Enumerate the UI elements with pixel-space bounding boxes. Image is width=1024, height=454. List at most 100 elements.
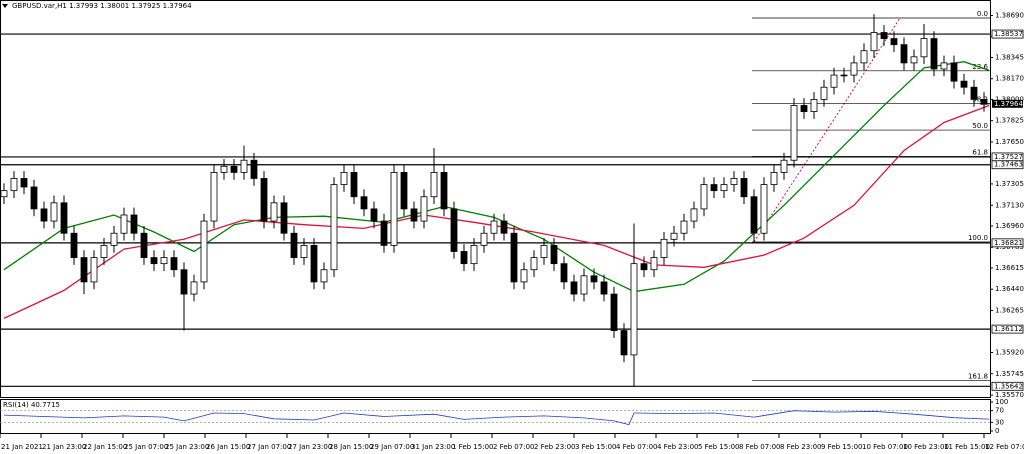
candle-body <box>270 202 278 222</box>
candle-body <box>350 172 358 198</box>
y-tick-label: 1.35745 <box>995 370 1024 378</box>
candle-body <box>60 202 68 234</box>
rsi-line <box>3 410 990 426</box>
candle-body <box>310 245 318 283</box>
candle-body <box>90 257 98 283</box>
candle-body <box>550 245 558 265</box>
fib-label: 0.0 <box>977 10 988 18</box>
x-tick-label: 21 Jan 2021 <box>1 443 43 451</box>
candle-body <box>410 208 418 222</box>
candle-body <box>610 293 618 331</box>
candle-body <box>750 196 758 234</box>
fib-label: 161.8 <box>968 372 988 380</box>
candle-body <box>940 62 948 70</box>
candle-body <box>590 275 598 283</box>
candle-body <box>30 186 38 210</box>
candle-body <box>500 220 508 234</box>
candle-body <box>120 214 128 234</box>
level-label: 1.38537 <box>994 30 1023 38</box>
chart-title: GBPUSD.var,H1 1.37993 1.38001 1.37925 1.… <box>12 2 192 10</box>
level-label: 1.37527 <box>994 153 1023 161</box>
x-tick-label: 27 Jan 07:00 <box>247 443 291 451</box>
candle-body <box>720 184 728 192</box>
candle-body <box>880 32 888 39</box>
candle-body <box>950 62 958 82</box>
candle-body <box>460 251 468 265</box>
y-tick-label: 1.38000 <box>995 95 1024 103</box>
candle-body <box>690 208 698 222</box>
current-price-label: 1.37964 <box>994 100 1023 108</box>
x-tick-label: 31 Jan 23:00 <box>411 443 455 451</box>
candle-body <box>260 178 268 222</box>
x-tick-label: 3 Feb 15:00 <box>575 443 616 451</box>
y-tick-label: 1.35920 <box>995 348 1024 356</box>
x-tick-label: 10 Feb 07:00 <box>862 443 908 451</box>
x-tick-label: 8 Feb 07:00 <box>739 443 780 451</box>
candle-body <box>770 172 778 185</box>
candle-body <box>290 232 298 258</box>
candle-body <box>840 74 848 77</box>
rsi-title: RSI(14) 40.7715 <box>3 401 60 409</box>
candle-body <box>0 190 8 198</box>
candle-body <box>510 232 518 283</box>
y-tick-label: 1.37825 <box>995 117 1024 125</box>
candle-body <box>250 159 258 179</box>
y-tick-label: 1.38690 <box>995 11 1024 19</box>
candle-body <box>520 269 528 283</box>
rsi-tick-label: 70 <box>995 407 1004 415</box>
candle-body <box>370 208 378 222</box>
level-box <box>991 29 1024 39</box>
y-tick-label: 1.36960 <box>995 222 1024 230</box>
candle-body <box>50 202 58 222</box>
y-tick-label: 1.36440 <box>995 285 1024 293</box>
candle-body <box>530 257 538 271</box>
x-tick-label: 25 Jan 23:00 <box>165 443 209 451</box>
candle-body <box>740 178 748 198</box>
moving-average <box>3 104 990 319</box>
x-tick-label: 2 Feb 23:00 <box>534 443 575 451</box>
candle-body <box>10 178 18 192</box>
candle-body <box>870 32 878 52</box>
price-panel-frame <box>0 0 991 398</box>
candle-body <box>760 184 768 234</box>
moving-average <box>3 61 990 293</box>
candle-body <box>920 38 928 58</box>
x-tick-label: 12 Feb 07:00 <box>985 443 1024 451</box>
x-tick-label: 25 Jan 07:00 <box>124 443 168 451</box>
fib-label: 38.2 <box>972 96 988 104</box>
level-box <box>991 324 1024 334</box>
x-tick-label: 2 Feb 07:00 <box>493 443 534 451</box>
candle-body <box>100 245 108 258</box>
candle-body <box>440 172 448 210</box>
level-box <box>991 160 1024 170</box>
candle-body <box>300 245 308 258</box>
candle-body <box>420 196 428 222</box>
candle-body <box>110 232 118 246</box>
x-tick-label: 10 Feb 23:00 <box>903 443 949 451</box>
candle-body <box>730 178 738 185</box>
x-tick-label: 4 Feb 07:00 <box>616 443 657 451</box>
fib-label: 61.8 <box>972 148 988 156</box>
y-tick-label: 1.36615 <box>995 264 1024 272</box>
candle-body <box>230 165 238 173</box>
x-tick-label: 9 Feb 15:00 <box>821 443 862 451</box>
candle-body <box>400 172 408 210</box>
candle-body <box>670 232 678 240</box>
y-tick-label: 1.37650 <box>995 138 1024 146</box>
candle-body <box>220 165 228 173</box>
candle-body <box>180 269 188 295</box>
x-tick-label: 26 Jan 15:00 <box>206 443 250 451</box>
candle-body <box>680 220 688 234</box>
candle-body <box>200 220 208 283</box>
candle-body <box>560 263 568 283</box>
y-tick-label: 1.37130 <box>995 201 1024 209</box>
candle-body <box>130 214 138 234</box>
candle-body <box>380 220 388 246</box>
candle-body <box>890 38 898 46</box>
candle-body <box>150 257 158 265</box>
candle-body <box>540 245 548 258</box>
rsi-tick-label: 30 <box>995 418 1004 426</box>
candle-body <box>710 184 718 192</box>
y-tick-label: 1.35570 <box>995 391 1024 399</box>
